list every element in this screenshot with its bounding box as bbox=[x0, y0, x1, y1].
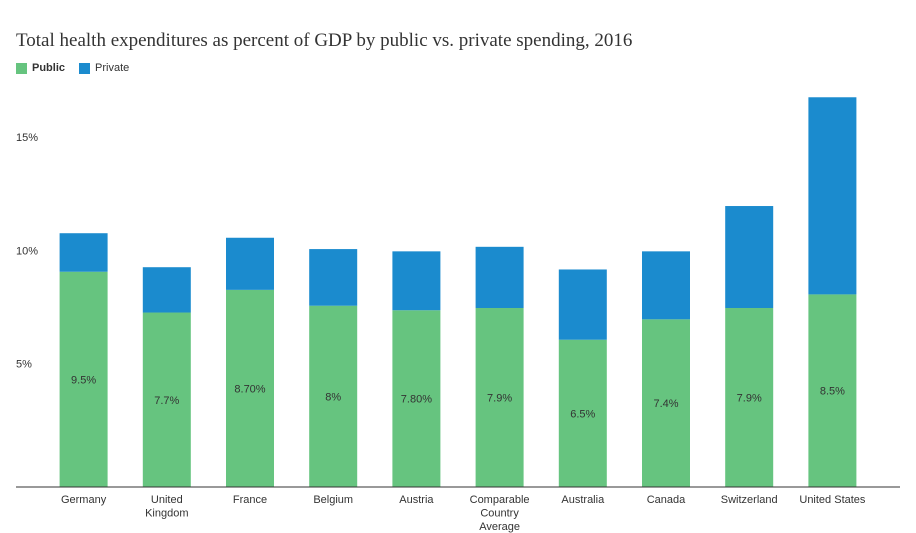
data-label-public-france: 8.70% bbox=[234, 383, 265, 395]
data-label-public-canada: 7.4% bbox=[653, 398, 678, 410]
legend-label-public: Public bbox=[32, 62, 66, 74]
bar-private-comparable-country-average bbox=[475, 246, 524, 308]
bar-private-united-states bbox=[808, 97, 857, 295]
legend-label-private: Private bbox=[95, 62, 130, 74]
bar-public-united-kingdom bbox=[142, 312, 191, 487]
bar-private-switzerland bbox=[725, 206, 774, 308]
x-tick-label: Switzerland bbox=[721, 494, 778, 506]
legend-swatch-public bbox=[16, 62, 27, 74]
bar-private-austria bbox=[392, 251, 441, 311]
chart-title: Total health expenditures as percent of … bbox=[16, 30, 633, 51]
bar-public-belgium bbox=[309, 305, 358, 487]
data-label-public-austria: 7.80% bbox=[401, 394, 432, 406]
legend: Public Private bbox=[16, 62, 129, 74]
bar-private-australia bbox=[558, 269, 607, 340]
data-label-public-germany: 9.5% bbox=[71, 374, 96, 386]
x-tick-label: Average bbox=[479, 521, 520, 533]
bar-private-belgium bbox=[309, 249, 358, 306]
bar-private-france bbox=[226, 237, 274, 290]
data-label-public-switzerland: 7.9% bbox=[737, 392, 762, 404]
bar-public-comparable-country-average bbox=[475, 307, 524, 487]
bar-public-united-states bbox=[808, 294, 857, 487]
data-label-public-belgium: 8% bbox=[325, 391, 341, 403]
x-tick-label: Country bbox=[480, 508, 519, 520]
legend-item-public: Public bbox=[16, 62, 65, 74]
data-label-public-comparable-country-average: 7.9% bbox=[487, 392, 512, 404]
legend-item-private: Private bbox=[79, 62, 129, 74]
bar-public-france bbox=[226, 289, 274, 487]
bar-private-canada bbox=[642, 251, 690, 320]
x-tick-label: Canada bbox=[647, 494, 686, 506]
legend-swatch-private bbox=[79, 62, 91, 74]
bar-private-united-kingdom bbox=[142, 267, 191, 313]
y-tick-label: 5% bbox=[16, 359, 32, 371]
data-label-public-united-states: 8.5% bbox=[820, 386, 845, 398]
y-tick-label: 15% bbox=[16, 132, 38, 144]
x-tick-label: Belgium bbox=[313, 494, 353, 506]
bar-public-canada bbox=[642, 319, 690, 487]
x-tick-label: United bbox=[151, 494, 183, 506]
data-label-public-australia: 6.5% bbox=[570, 408, 595, 420]
y-tick-label: 10% bbox=[16, 245, 38, 257]
x-tick-label: Comparable bbox=[470, 494, 530, 506]
bar-public-switzerland bbox=[725, 307, 774, 487]
x-tick-label: United States bbox=[799, 494, 866, 506]
bar-public-australia bbox=[558, 339, 607, 487]
x-tick-label: Germany bbox=[61, 494, 107, 506]
x-tick-label: France bbox=[233, 494, 267, 506]
data-label-public-united-kingdom: 7.7% bbox=[154, 395, 179, 407]
bar-public-germany bbox=[59, 271, 108, 487]
x-tick-label: Australia bbox=[561, 494, 605, 506]
x-tick-label: Kingdom bbox=[145, 508, 188, 520]
x-tick-label: Austria bbox=[399, 494, 434, 506]
bar-public-austria bbox=[392, 310, 441, 487]
bar-private-germany bbox=[59, 233, 108, 272]
